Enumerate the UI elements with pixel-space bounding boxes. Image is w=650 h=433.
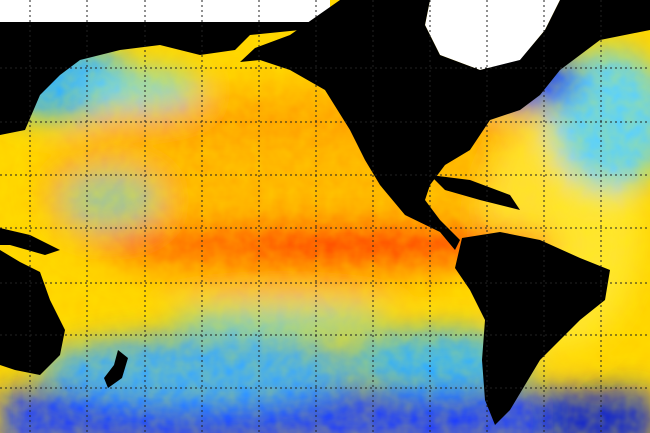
caribbean — [430, 175, 520, 210]
south-america — [455, 232, 610, 425]
asia — [0, 22, 330, 135]
japan — [5, 50, 30, 120]
arctic-ice — [0, 0, 330, 22]
australia — [0, 250, 65, 375]
north-america — [240, 0, 650, 250]
new-zealand — [104, 350, 128, 388]
